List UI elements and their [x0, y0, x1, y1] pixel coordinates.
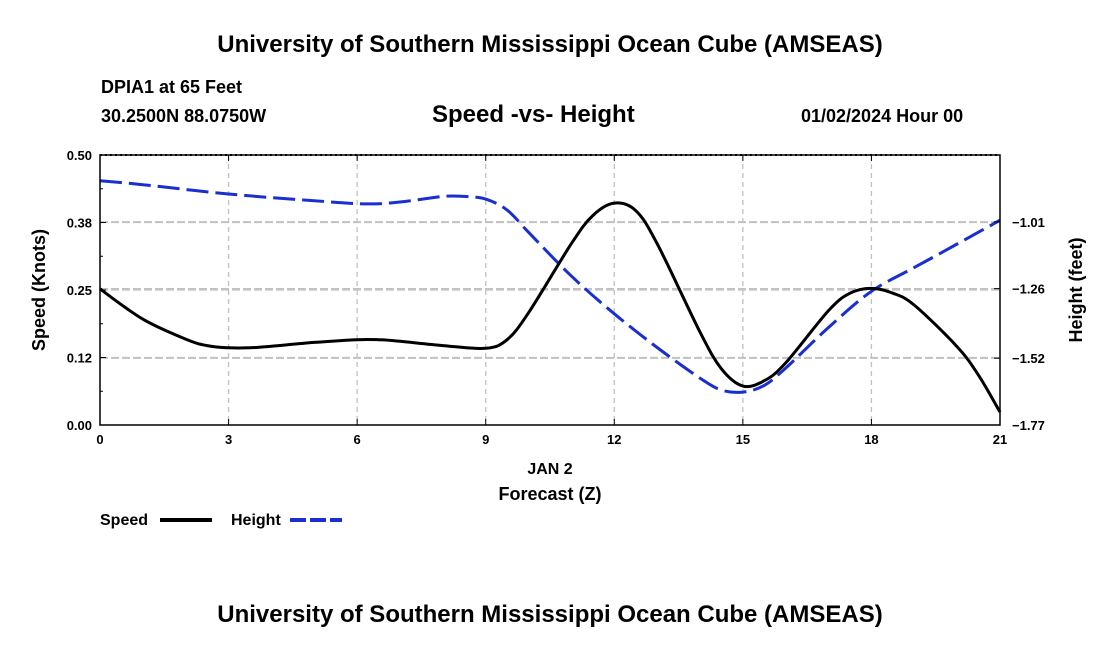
- label-layer: Speed (Knots) Height (feet) JAN 2 Foreca…: [29, 229, 1086, 504]
- x-axis-date-label: JAN 2: [527, 461, 572, 478]
- x-axis-label: Forecast (Z): [498, 484, 601, 504]
- y-right-tick-label: −1.01: [1012, 215, 1045, 230]
- y-right-tick-label: −1.77: [1012, 418, 1045, 433]
- tick-layer: 0 3 6 9 12 15 18 21 0.00 0.12 0.25 0.38 0.50 −1.77 −1.…: [67, 148, 1045, 447]
- legend: Speed Height: [100, 512, 342, 529]
- y-left-tick-label: 0.12: [67, 351, 92, 366]
- x-tick-label: 3: [225, 432, 232, 447]
- x-tick-label: 9: [482, 432, 489, 447]
- page-title: University of Southern Mississippi Ocean…: [217, 31, 883, 58]
- y-right-tick-label: −1.52: [1012, 351, 1045, 366]
- x-tick-label: 18: [864, 432, 878, 447]
- y-right-tick-label: −1.26: [1012, 282, 1045, 297]
- station-label: DPIA1 at 65 Feet: [101, 77, 243, 97]
- y-left-axis-label: Speed (Knots): [29, 229, 49, 351]
- y-left-tick-label: 0.00: [67, 418, 92, 433]
- x-tick-label: 21: [993, 432, 1007, 447]
- series-layer: [99, 179, 1002, 413]
- y-left-tick-label: 0.38: [67, 216, 92, 231]
- x-tick-label: 6: [354, 432, 361, 447]
- x-tick-label: 12: [607, 432, 621, 447]
- y-left-tick-label: 0.50: [67, 148, 92, 163]
- coordinates-label: 30.2500N 88.0750W: [101, 106, 267, 126]
- legend-speed-label: Speed: [100, 512, 148, 529]
- forecast-datetime: 01/02/2024 Hour 00: [801, 106, 964, 126]
- height-series-line: [99, 179, 1001, 394]
- y-left-tick-label: 0.25: [67, 283, 92, 298]
- x-tick-label: 0: [96, 432, 103, 447]
- speed-series-line: [99, 201, 1002, 413]
- footer-title: University of Southern Mississippi Ocean…: [217, 601, 883, 628]
- x-tick-label: 15: [736, 432, 750, 447]
- y-right-axis-label: Height (feet): [1066, 238, 1086, 343]
- legend-height-label: Height: [231, 512, 281, 529]
- chart-subtitle: Speed -vs- Height: [432, 101, 635, 128]
